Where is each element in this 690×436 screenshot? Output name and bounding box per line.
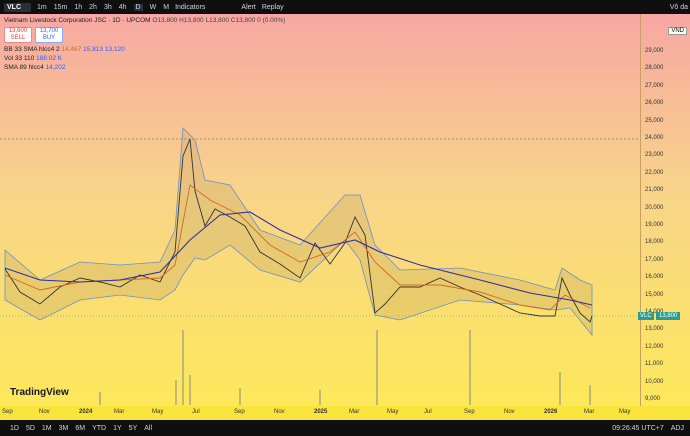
bb-value: 15,813 bbox=[83, 46, 104, 53]
time-label: Jul bbox=[192, 409, 200, 415]
bb-label: BB 33 SMA hlcc4 2 bbox=[4, 46, 60, 53]
time-label: May bbox=[387, 409, 399, 415]
interval-button[interactable]: 15m bbox=[53, 3, 68, 11]
last-symbol: VLC bbox=[638, 312, 654, 320]
vol-value: 110 bbox=[23, 55, 35, 62]
sma-value: 14,202 bbox=[45, 64, 66, 71]
price-label: 13,000 bbox=[645, 326, 664, 333]
time-label: May bbox=[152, 409, 164, 415]
range-button[interactable]: 6M bbox=[75, 424, 86, 432]
price-label: 17,000 bbox=[645, 256, 664, 263]
range-button[interactable]: All bbox=[144, 424, 153, 432]
chart-pane[interactable] bbox=[0, 14, 640, 406]
bb-basis bbox=[4, 184, 591, 311]
interval-button[interactable]: 4h bbox=[118, 3, 127, 11]
account[interactable]: Vô da bbox=[669, 3, 688, 11]
alert-button[interactable]: Alert bbox=[241, 3, 256, 11]
range-button[interactable]: 5Y bbox=[128, 424, 138, 432]
bb-value: 13,120 bbox=[104, 46, 125, 53]
symbol-search[interactable]: VLC bbox=[4, 2, 31, 12]
indicators-button[interactable]: Indicators bbox=[175, 3, 206, 11]
buy-label: BUY bbox=[42, 35, 56, 41]
bollinger-band bbox=[4, 127, 593, 337]
buy-button[interactable]: 13,700 BUY bbox=[35, 27, 63, 43]
chart-plot bbox=[0, 127, 640, 405]
bb-value: 14,467 bbox=[61, 46, 82, 53]
price-label: 18,000 bbox=[645, 239, 664, 246]
replay-button[interactable]: Replay bbox=[261, 3, 284, 11]
adj-button[interactable]: ADJ bbox=[670, 424, 684, 432]
time-label: Sep bbox=[2, 409, 13, 415]
legend-title: Vietnam Livestock Corporation JSC · 1D ·… bbox=[4, 17, 151, 24]
sell-label: SELL bbox=[10, 35, 26, 41]
sma-89 bbox=[4, 211, 593, 306]
vol-label: Vol 33 bbox=[4, 55, 23, 62]
intervals: 1m 15m 1h 2h 3h 4h D W M bbox=[37, 3, 170, 11]
interval-button[interactable]: 1h bbox=[74, 3, 83, 11]
last-price: 13,800 bbox=[656, 312, 681, 320]
price-label: 9,000 bbox=[645, 396, 661, 402]
range-button[interactable]: 3M bbox=[58, 424, 69, 432]
time-label: Nov bbox=[39, 409, 50, 415]
price-label: 26,000 bbox=[645, 100, 664, 107]
footer: 1D 5D 1M 3M 6M YTD 1Y 5Y All 09:26:45 UTC+7 ADJ bbox=[0, 420, 690, 436]
sell-price: 13,600 bbox=[8, 28, 28, 34]
interval-button[interactable]: 1m bbox=[37, 3, 47, 11]
price-label: 12,000 bbox=[645, 343, 664, 350]
time-label: May bbox=[619, 409, 631, 415]
interval-button[interactable]: 3h bbox=[103, 3, 112, 11]
interval-button[interactable]: D bbox=[133, 3, 143, 11]
time-label: 2026 bbox=[544, 409, 558, 415]
price-label: 22,000 bbox=[645, 169, 664, 176]
price-label: 27,000 bbox=[645, 82, 664, 89]
interval-button[interactable]: W bbox=[149, 3, 157, 11]
price-label: 14,000 bbox=[645, 309, 664, 315]
price-label: 23,000 bbox=[645, 152, 664, 159]
range-button[interactable]: 1D bbox=[10, 424, 19, 432]
price-label: 19,000 bbox=[645, 222, 664, 228]
ranges: 1D 5D 1M 3M 6M YTD 1Y 5Y All bbox=[10, 425, 152, 432]
time-label: Jul bbox=[424, 409, 432, 415]
range-button[interactable]: YTD bbox=[92, 424, 107, 432]
legend: Vietnam Livestock Corporation JSC · 1D ·… bbox=[4, 16, 285, 72]
toolbar: VLC 1m 15m 1h 2h 3h 4h D W M Indicators Alert Re… bbox=[0, 0, 690, 14]
range-button[interactable]: 1M bbox=[41, 424, 52, 432]
time-label: Sep bbox=[234, 409, 245, 415]
price-label: 24,000 bbox=[645, 135, 664, 141]
vol-value: 188.02 K bbox=[36, 55, 63, 62]
sell-button[interactable]: 13,600 SELL bbox=[4, 27, 32, 43]
price-label: 10,000 bbox=[645, 378, 664, 385]
price-label: 16,000 bbox=[645, 274, 664, 281]
ohlc: O13,800 H13,800 L13,800 C13,800 0 (0.00%… bbox=[152, 17, 286, 24]
time-label: Sep bbox=[464, 409, 475, 415]
range-button[interactable]: 5D bbox=[25, 424, 35, 432]
currency: VND bbox=[668, 27, 687, 35]
time-label: Mar bbox=[584, 409, 595, 415]
price-label: 25,000 bbox=[645, 117, 664, 124]
interval-button[interactable]: M bbox=[163, 3, 170, 11]
time-label: 2025 bbox=[314, 409, 328, 415]
sma-label: SMA 89 hlcc4 bbox=[4, 64, 44, 71]
price-axis[interactable]: VND 29,000 28,000 27,000 26,000 25,000 24,000… bbox=[640, 14, 690, 406]
time-label: Nov bbox=[274, 409, 285, 415]
price-label: 21,000 bbox=[645, 187, 664, 194]
time-label: Mar bbox=[114, 409, 125, 415]
interval-button[interactable]: 2h bbox=[89, 3, 97, 11]
time-axis[interactable]: Sep Nov 2024 Mar May Jul Sep Nov 2025 Mar May Jul Se… bbox=[0, 406, 690, 420]
time-label: Mar bbox=[349, 409, 360, 415]
clock: 09:26:45 UTC+7 bbox=[612, 424, 664, 432]
logo: TradingView bbox=[10, 387, 69, 398]
price-label: 20,000 bbox=[645, 204, 664, 211]
time-label: Nov bbox=[504, 409, 515, 415]
time-label: 2024 bbox=[79, 409, 93, 415]
buy-price: 13,700 bbox=[39, 28, 59, 34]
price-label: 15,000 bbox=[645, 291, 664, 298]
volume-bars bbox=[99, 330, 591, 405]
range-button[interactable]: 1Y bbox=[113, 424, 122, 432]
price-label: 29,000 bbox=[645, 48, 664, 54]
price-label: 28,000 bbox=[645, 65, 664, 72]
price-label: 11,000 bbox=[645, 361, 663, 368]
